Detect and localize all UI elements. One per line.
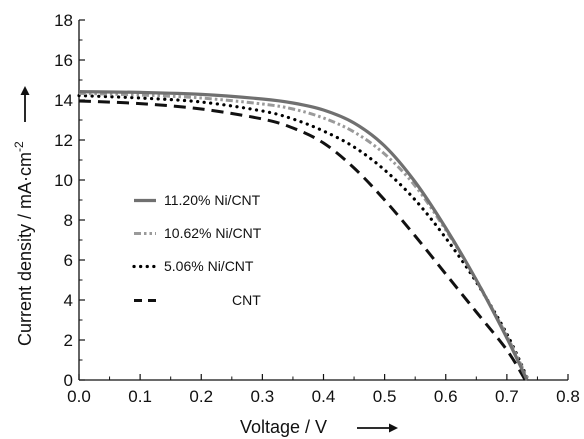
legend-label: 11.20% Ni/CNT: [164, 192, 261, 208]
series-layer: [77, 90, 530, 382]
x-tick-label: 0.0: [67, 387, 91, 406]
y-axis-label: Current density / mA·cm-2: [12, 141, 35, 346]
y-tick-label: 0: [64, 371, 73, 390]
x-axis-arrow-icon: [357, 423, 398, 433]
y-tick-label: 16: [54, 51, 73, 70]
x-axis-label: Voltage / V: [240, 417, 327, 437]
y-tick-label: 6: [64, 251, 73, 270]
y-tick-label: 10: [54, 171, 73, 190]
series-line: [78, 91, 530, 381]
x-tick-label: 0.1: [128, 387, 152, 406]
y-axis-label-main: Current density / mA·cm: [15, 152, 35, 346]
y-tick-label: 12: [54, 131, 73, 150]
series-line: [78, 99, 527, 381]
y-tick-label: 18: [54, 11, 73, 30]
y-axis-ticks: 0 2 4 6 8 10 12 14 16 18: [54, 11, 85, 390]
x-axis-ticks: 0.0 0.1 0.2 0.3 0.4 0.5 0.6 0.7 0.8: [67, 374, 580, 406]
series-line: [78, 90, 529, 381]
series-line: [77, 94, 530, 382]
x-tick-label: 0.8: [556, 387, 580, 406]
x-tick-label: 0.6: [434, 387, 458, 406]
y-axis-arrow-icon: [20, 86, 30, 122]
y-tick-label: 8: [64, 211, 73, 230]
y-tick-label: 2: [64, 331, 73, 350]
y-axis-label-superscript: -2: [12, 141, 26, 152]
x-tick-label: 0.7: [495, 387, 519, 406]
legend-label: CNT: [232, 292, 261, 308]
y-tick-label: 4: [64, 291, 73, 310]
x-tick-label: 0.3: [251, 387, 275, 406]
y-tick-label: 14: [54, 91, 73, 110]
x-tick-label: 0.2: [189, 387, 213, 406]
legend: 11.20% Ni/CNT 10.62% Ni/CNT 5.06% Ni/CNT CN…: [132, 192, 262, 308]
legend-label: 10.62% Ni/CNT: [164, 225, 262, 241]
legend-label: 5.06% Ni/CNT: [164, 258, 254, 274]
x-tick-label: 0.4: [312, 387, 336, 406]
x-tick-label: 0.5: [373, 387, 397, 406]
